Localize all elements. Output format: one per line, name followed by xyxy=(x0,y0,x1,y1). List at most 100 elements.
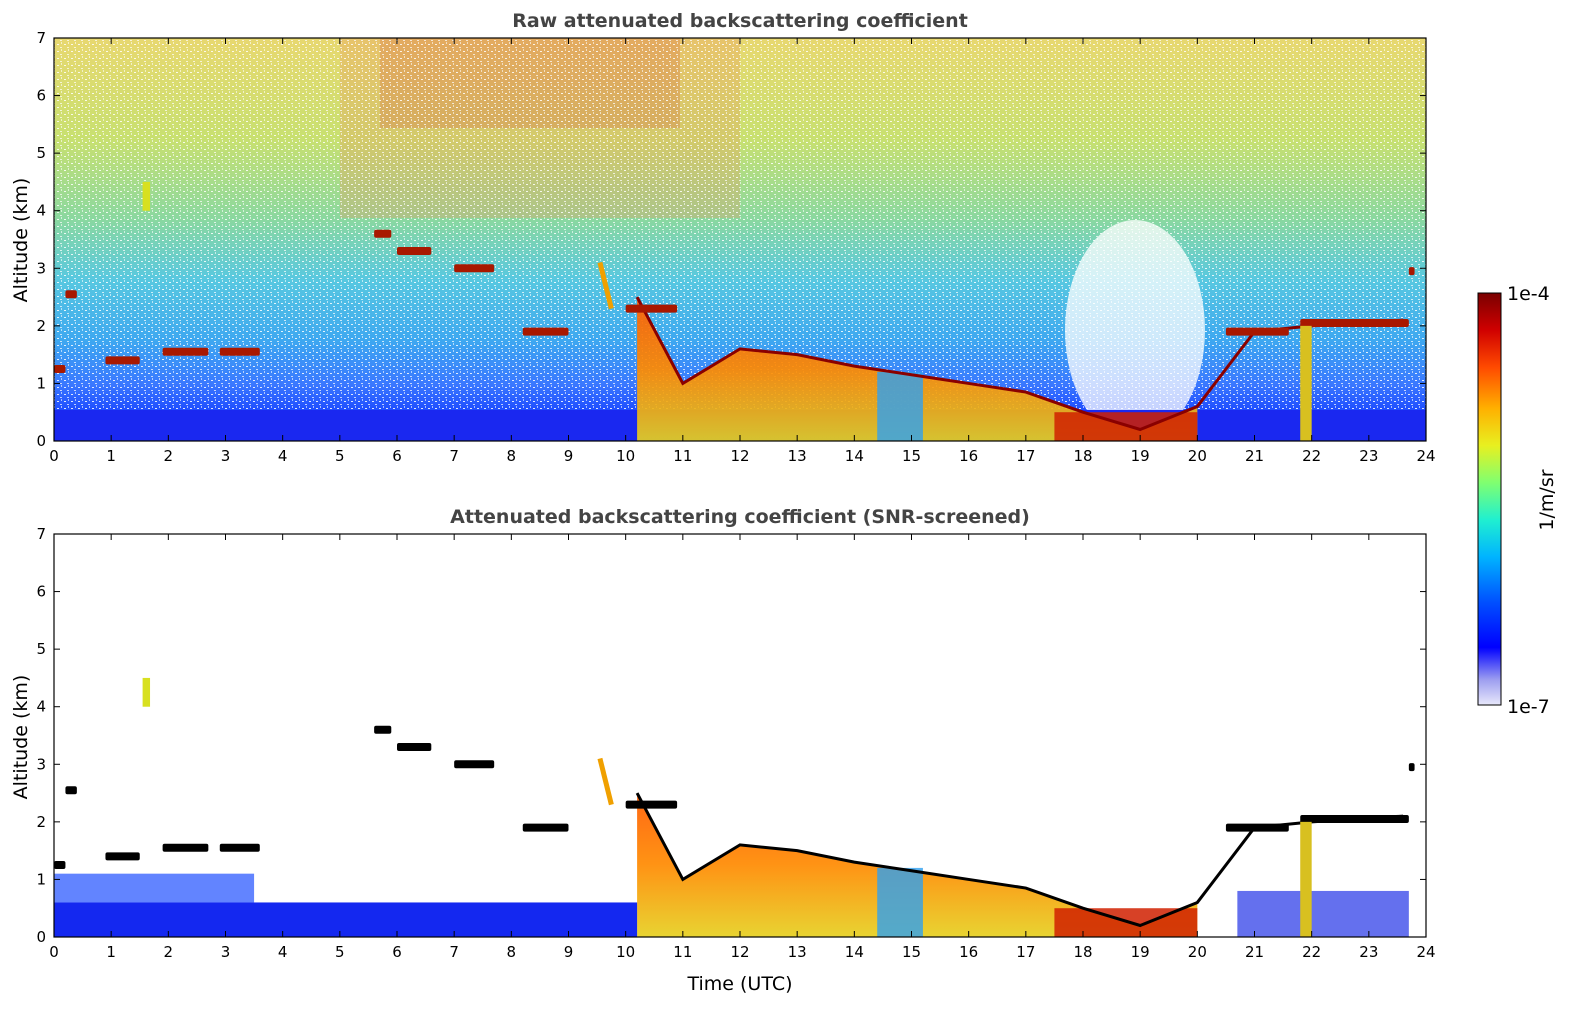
x-tick-label: 5 xyxy=(335,447,345,465)
x-tick-label: 9 xyxy=(564,943,574,961)
cloud-layer xyxy=(162,347,209,356)
x-tick-label: 19 xyxy=(1131,447,1150,465)
x-tick-label: 4 xyxy=(278,943,288,961)
bottom-xlabel: Time (UTC) xyxy=(686,973,792,995)
x-tick-label: 13 xyxy=(788,447,807,465)
x-tick-label: 19 xyxy=(1131,943,1150,961)
cloud-layer xyxy=(522,823,569,832)
cloud-layer xyxy=(522,327,569,336)
x-tick-label: 7 xyxy=(449,943,459,961)
x-tick-label: 11 xyxy=(673,943,692,961)
top-axes-ticks: 0 1 2 3 4 5 6 7 8 9 10 11 12 13 14 15 16 17 18 19 20 21 22 23 24… xyxy=(36,29,1435,465)
x-tick-label: 15 xyxy=(902,447,921,465)
cloud-layer xyxy=(54,861,66,870)
cloud-layer xyxy=(162,843,209,852)
cloud-layer xyxy=(1300,814,1409,823)
cloud-layer xyxy=(625,304,678,313)
cloud-layer xyxy=(1225,823,1289,832)
nocturnal-aerosol-layer-upper xyxy=(54,873,255,903)
x-tick-label: 24 xyxy=(1416,943,1435,961)
x-tick-label: 12 xyxy=(730,447,749,465)
colorbar-units-label: 1/m/sr xyxy=(1536,469,1558,530)
x-tick-label: 4 xyxy=(278,447,288,465)
cloud-layer xyxy=(454,264,495,273)
x-tick-label: 9 xyxy=(564,447,574,465)
x-tick-label: 2 xyxy=(164,943,174,961)
cloud-layer xyxy=(1300,318,1409,327)
x-tick-label: 8 xyxy=(507,447,517,465)
x-tick-label: 7 xyxy=(449,447,459,465)
boundary-layer-top-line xyxy=(635,296,1404,432)
colorbar xyxy=(1477,292,1502,706)
x-tick-label: 22 xyxy=(1302,943,1321,961)
y-tick-label: 0 xyxy=(36,432,46,450)
x-tick-label: 23 xyxy=(1359,447,1378,465)
cloud-layer xyxy=(454,760,495,769)
cloud-layer xyxy=(1225,327,1289,336)
y-tick-label: 3 xyxy=(36,259,46,277)
x-tick-label: 21 xyxy=(1245,943,1264,961)
low-backscatter-region xyxy=(877,867,923,937)
x-tick-label: 14 xyxy=(845,447,864,465)
top-panel-title: Raw attenuated backscattering coefficien… xyxy=(512,10,968,32)
bottom-axes-ticks: 0 1 2 3 4 5 6 7 8 9 10 11 12 13 14 15 16 17 18 19 20 21 22 23 24… xyxy=(36,525,1435,961)
x-tick-label: 11 xyxy=(673,447,692,465)
bottom-heatmap xyxy=(54,534,1426,937)
x-tick-label: 5 xyxy=(335,943,345,961)
cloud-layer xyxy=(397,247,432,256)
x-tick-label: 15 xyxy=(902,943,921,961)
x-tick-label: 23 xyxy=(1359,943,1378,961)
cloud-layer xyxy=(374,725,392,734)
x-tick-label: 17 xyxy=(1016,447,1035,465)
x-tick-label: 18 xyxy=(1073,943,1092,961)
x-tick-label: 17 xyxy=(1016,943,1035,961)
cloud-layer xyxy=(65,786,77,795)
bottom-ylabel: Altitude (km) xyxy=(10,675,32,800)
cloud-layer xyxy=(397,743,432,752)
x-tick-label: 12 xyxy=(730,943,749,961)
boundary-layer-top-line xyxy=(635,792,1404,928)
y-tick-label: 4 xyxy=(36,202,46,220)
nocturnal-aerosol-layer xyxy=(54,902,638,937)
x-tick-label: 14 xyxy=(845,943,864,961)
elevated-aerosol-patch xyxy=(142,181,151,211)
top-heatmap xyxy=(54,38,1426,441)
x-tick-label: 3 xyxy=(221,943,231,961)
x-tick-label: 3 xyxy=(221,447,231,465)
x-tick-label: 21 xyxy=(1245,447,1264,465)
cloud-layer xyxy=(54,365,66,374)
low-backscatter-region xyxy=(877,371,923,441)
y-tick-label: 0 xyxy=(36,928,46,946)
x-tick-label: 0 xyxy=(49,447,59,465)
x-tick-label: 10 xyxy=(616,943,635,961)
y-tick-label: 7 xyxy=(36,525,46,543)
elevated-streak xyxy=(597,757,614,806)
x-tick-label: 10 xyxy=(616,447,635,465)
y-tick-label: 4 xyxy=(36,698,46,716)
y-tick-label: 1 xyxy=(36,374,46,392)
vertical-streak xyxy=(1300,325,1312,441)
top-ylabel: Altitude (km) xyxy=(10,178,32,303)
y-tick-label: 1 xyxy=(36,870,46,888)
x-tick-label: 1 xyxy=(106,943,116,961)
cloud-layer xyxy=(105,356,140,365)
y-tick-label: 7 xyxy=(36,29,46,47)
y-tick-label: 2 xyxy=(36,813,46,831)
elevated-aerosol-patch xyxy=(142,677,151,707)
x-tick-label: 24 xyxy=(1416,447,1435,465)
x-tick-label: 6 xyxy=(392,447,402,465)
cloud-layer xyxy=(219,347,260,356)
boundary-layer-plume xyxy=(637,297,1198,441)
x-tick-label: 8 xyxy=(507,943,517,961)
cloud-layer xyxy=(105,852,140,861)
cloud-layer xyxy=(1408,267,1415,276)
x-tick-label: 20 xyxy=(1188,943,1207,961)
x-tick-label: 22 xyxy=(1302,447,1321,465)
boundary-layer-plume xyxy=(637,793,1198,937)
x-tick-label: 16 xyxy=(959,447,978,465)
cloud-layer xyxy=(625,800,678,809)
cloud-layer xyxy=(219,843,260,852)
x-tick-label: 20 xyxy=(1188,447,1207,465)
x-tick-label: 1 xyxy=(106,447,116,465)
